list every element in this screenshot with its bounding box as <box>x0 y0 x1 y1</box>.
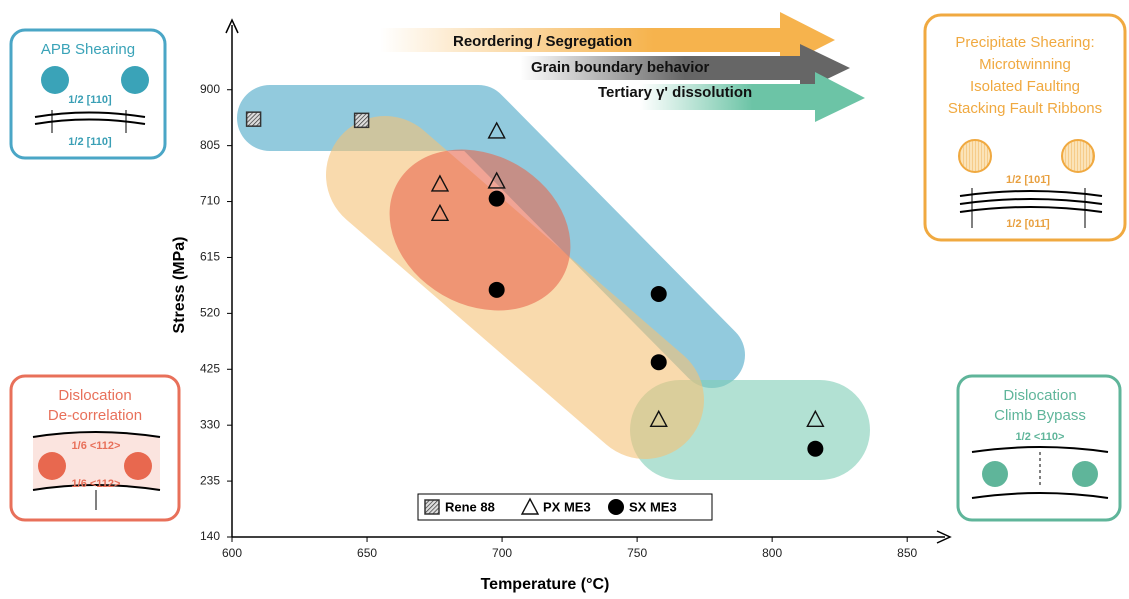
panel-title: APB Shearing <box>41 41 135 58</box>
process-label: Reordering / Segregation <box>453 33 632 50</box>
precipitate <box>1061 139 1095 173</box>
panel-label: 1/2 [110] <box>68 136 112 148</box>
dislocation <box>959 190 1103 213</box>
x-tick-label: 800 <box>762 546 782 560</box>
legend-label: PX ME3 <box>543 499 591 514</box>
x-tick-label: 600 <box>222 546 242 560</box>
process-arrow <box>520 44 850 92</box>
dislocation <box>34 111 146 125</box>
marker-circle <box>608 499 624 515</box>
y-tick-label: 805 <box>200 138 220 152</box>
marker-triangle <box>487 121 506 139</box>
marker-circle <box>650 285 667 302</box>
y-tick-label: 615 <box>200 250 220 264</box>
panel-title: Climb Bypass <box>994 407 1086 424</box>
panel-label: 1/2 [101̄] <box>1006 174 1050 186</box>
panel-label: 1/6 <112> <box>72 478 121 490</box>
x-tick-label: 650 <box>357 546 377 560</box>
y-tick-label: 900 <box>200 82 220 96</box>
panel-box <box>923 13 1127 242</box>
precipitate <box>41 66 69 94</box>
marker-square <box>424 499 440 515</box>
panel-title: Precipitate Shearing: <box>955 34 1094 51</box>
precipitate <box>1072 461 1098 487</box>
precipitate <box>38 452 66 480</box>
panel-title: Isolated Faulting <box>970 78 1080 95</box>
panel-box <box>9 374 181 522</box>
panel-label: 1/6 <112> <box>72 440 121 452</box>
marker-circle <box>650 354 667 371</box>
axes <box>225 18 952 544</box>
x-tick-label: 700 <box>492 546 512 560</box>
process-arrow <box>380 12 835 68</box>
y-arrow <box>225 18 239 34</box>
marker-square <box>353 112 370 129</box>
y-axis-label: Stress (MPa) <box>171 237 188 334</box>
precipitate <box>982 461 1008 487</box>
marker-triangle <box>430 174 450 192</box>
process-label: Grain boundary behavior <box>531 59 710 76</box>
y-tick-label: 520 <box>200 306 220 320</box>
precipitate <box>958 139 992 173</box>
legend <box>417 493 713 521</box>
marker-circle <box>488 190 505 207</box>
marker-triangle <box>520 497 540 515</box>
marker-circle <box>807 440 824 457</box>
legend-label: SX ME3 <box>629 499 677 514</box>
y-tick-label: 710 <box>200 194 220 208</box>
panel-title: Microtwinning <box>979 56 1071 73</box>
marker-triangle <box>806 409 825 427</box>
panel <box>9 13 1127 522</box>
process-arrow <box>640 72 865 122</box>
region <box>237 85 745 388</box>
x-axis-label: Temperature (°C) <box>481 576 610 593</box>
panel-title: De-correlation <box>48 407 142 424</box>
marker-circle <box>488 281 505 298</box>
dislocation <box>32 431 161 491</box>
dislocation <box>971 446 1109 499</box>
x-arrow <box>936 530 952 544</box>
marker-square <box>245 111 262 127</box>
panel-label: 1/2 [011̄] <box>1006 218 1050 230</box>
legend-label: Rene 88 <box>445 499 495 514</box>
panel-title: Dislocation <box>58 387 131 404</box>
process-label: Tertiary γ' dissolution <box>598 84 752 101</box>
panel-label: 1/2 [110] <box>68 94 112 106</box>
precipitate <box>121 66 149 94</box>
panel-title: Dislocation <box>1003 387 1076 404</box>
panel-label: 1/2 <110> <box>1016 431 1065 443</box>
region <box>389 149 571 311</box>
y-tick-label: 425 <box>200 361 220 375</box>
x-tick-label: 850 <box>897 546 917 560</box>
marker-triangle <box>649 409 668 427</box>
precipitate <box>124 452 152 480</box>
panel-box <box>9 28 167 160</box>
x-tick-label: 750 <box>627 546 647 560</box>
y-tick-label: 330 <box>200 417 220 431</box>
y-tick-label: 140 <box>200 529 220 543</box>
marker-triangle <box>430 203 450 222</box>
marker-triangle <box>487 171 506 189</box>
panel-title: Stacking Fault Ribbons <box>948 100 1102 117</box>
y-tick-label: 235 <box>200 473 220 487</box>
panel-box <box>956 374 1122 522</box>
